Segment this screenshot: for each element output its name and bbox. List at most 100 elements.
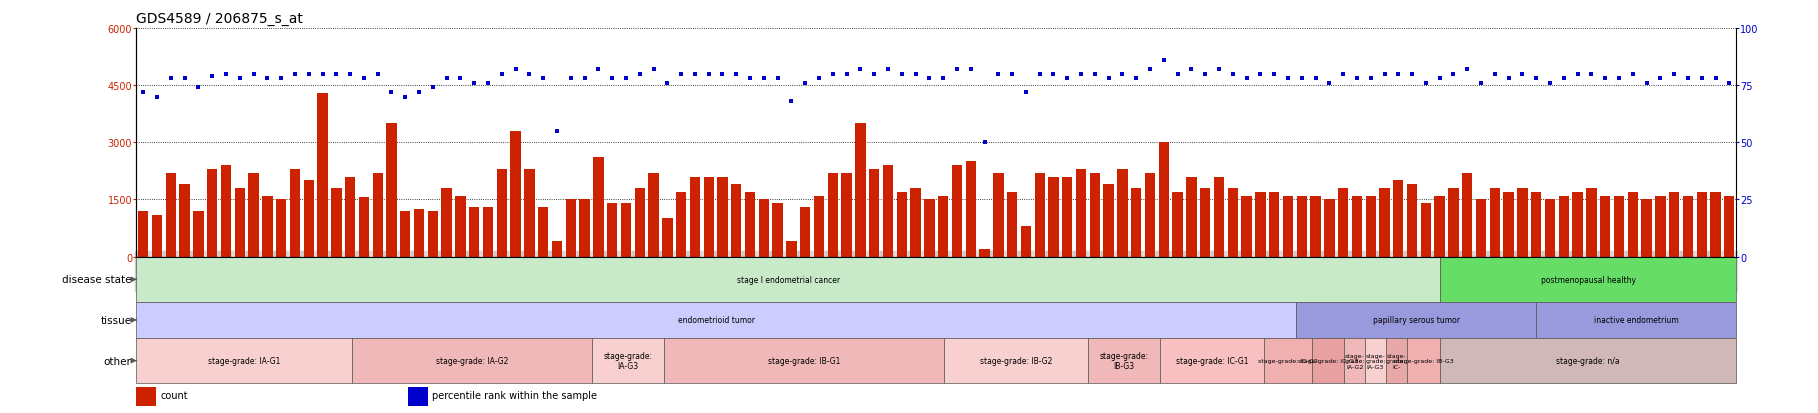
Point xyxy=(267,76,296,82)
Bar xyxy=(469,207,480,257)
Point xyxy=(1107,71,1136,78)
Bar xyxy=(1296,302,1536,338)
Bar xyxy=(193,211,204,257)
Point xyxy=(1218,71,1247,78)
Bar xyxy=(1696,192,1707,257)
Point xyxy=(818,71,847,78)
Text: stage-grade: IB-G3: stage-grade: IB-G3 xyxy=(1394,358,1453,363)
Point xyxy=(556,76,585,82)
Bar xyxy=(524,169,534,257)
Bar xyxy=(511,131,520,257)
Bar xyxy=(1254,192,1265,257)
Point xyxy=(1702,76,1731,82)
Bar xyxy=(1344,338,1365,384)
Bar xyxy=(1614,196,1623,257)
Bar xyxy=(1536,302,1736,338)
Point xyxy=(433,76,462,82)
Point xyxy=(1314,80,1344,87)
Bar xyxy=(427,211,438,257)
Point xyxy=(680,71,709,78)
Text: papillary serous tumor: papillary serous tumor xyxy=(1373,316,1460,325)
Point xyxy=(171,76,200,82)
Point xyxy=(1605,76,1634,82)
Bar xyxy=(1380,188,1389,257)
Text: stage-grade: IA-G2: stage-grade: IA-G2 xyxy=(436,356,509,365)
Point xyxy=(1067,71,1096,78)
Bar xyxy=(1489,188,1500,257)
Bar xyxy=(1407,185,1418,257)
Bar xyxy=(207,169,218,257)
Bar xyxy=(331,188,342,257)
Text: stage-grade: IB-G2: stage-grade: IB-G2 xyxy=(980,356,1053,365)
Point xyxy=(1176,66,1205,73)
Point xyxy=(1549,76,1578,82)
Point xyxy=(1011,90,1040,96)
Point xyxy=(942,66,971,73)
Bar xyxy=(758,200,769,257)
Bar xyxy=(136,257,1440,302)
Bar xyxy=(358,198,369,257)
Bar xyxy=(289,169,300,257)
Bar xyxy=(1062,177,1073,257)
Bar xyxy=(1311,196,1320,257)
Text: stage-grade: IC-G2: stage-grade: IC-G2 xyxy=(1258,358,1318,363)
Bar xyxy=(220,166,231,257)
Bar xyxy=(1034,173,1045,257)
Point xyxy=(1053,76,1082,82)
Point xyxy=(791,80,820,87)
Point xyxy=(405,90,435,96)
Text: stage-grade: IC-G3: stage-grade: IC-G3 xyxy=(1298,358,1358,363)
Point xyxy=(653,80,682,87)
Point xyxy=(956,66,985,73)
Point xyxy=(253,76,282,82)
Point xyxy=(571,76,600,82)
Bar xyxy=(1600,196,1611,257)
Point xyxy=(184,85,213,92)
Point xyxy=(1273,76,1302,82)
Bar xyxy=(1284,196,1293,257)
Bar xyxy=(924,200,934,257)
Bar xyxy=(842,173,853,257)
Text: inactive endometrium: inactive endometrium xyxy=(1594,316,1678,325)
Bar xyxy=(1187,177,1196,257)
Bar xyxy=(415,209,424,257)
Bar xyxy=(385,124,396,257)
Bar xyxy=(896,192,907,257)
Point xyxy=(971,140,1000,146)
Bar xyxy=(953,166,962,257)
Bar xyxy=(1076,169,1085,257)
Point xyxy=(776,99,805,105)
Point xyxy=(1205,66,1234,73)
Bar xyxy=(1020,226,1031,257)
Bar xyxy=(484,207,493,257)
Text: count: count xyxy=(160,390,187,400)
Point xyxy=(460,80,489,87)
Text: postmenopausal healthy: postmenopausal healthy xyxy=(1540,275,1636,284)
Bar xyxy=(662,219,673,257)
Bar xyxy=(773,204,784,257)
Bar xyxy=(1573,192,1583,257)
Bar xyxy=(1089,173,1100,257)
Bar xyxy=(1420,204,1431,257)
Point xyxy=(1591,76,1620,82)
Point xyxy=(1480,71,1509,78)
Point xyxy=(211,71,240,78)
Point xyxy=(998,71,1027,78)
Bar xyxy=(1338,188,1349,257)
Bar xyxy=(785,242,796,257)
Bar xyxy=(634,188,645,257)
Point xyxy=(1438,71,1467,78)
Point xyxy=(1302,76,1331,82)
Text: stage-
grade:
IA-G3: stage- grade: IA-G3 xyxy=(1365,353,1385,369)
Bar xyxy=(1440,257,1736,302)
Bar xyxy=(1627,192,1638,257)
Bar xyxy=(1158,143,1169,257)
Bar xyxy=(373,173,384,257)
Bar xyxy=(1407,338,1440,384)
Bar xyxy=(593,158,604,257)
Point xyxy=(1080,71,1109,78)
Point xyxy=(307,71,336,78)
Point xyxy=(805,76,834,82)
Point xyxy=(1494,76,1523,82)
Bar xyxy=(1264,338,1313,384)
